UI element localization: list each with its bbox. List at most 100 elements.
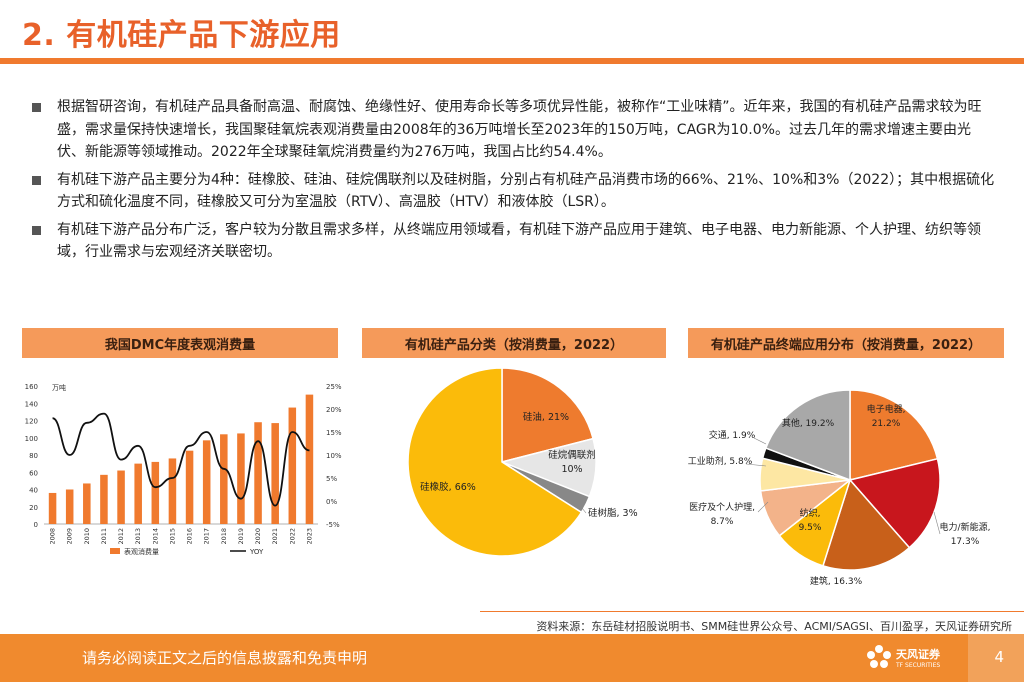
y2-tick-label: 15%	[326, 429, 342, 437]
logo-text-cn: 天风证券	[896, 647, 940, 661]
bullet-list: 根据智研咨询，有机硅产品具备耐高温、耐腐蚀、绝缘性好、使用寿命长等多项优异性能，…	[28, 96, 996, 269]
bullet-item: 有机硅下游产品主要分为4种：硅橡胶、硅油、硅烷偶联剂以及硅树脂，分别占有机硅产品…	[28, 169, 996, 214]
bar	[202, 440, 211, 524]
leader-line	[933, 511, 941, 535]
source-note: 资料来源：东岳硅材招股说明书、SMM硅世界公众号、ACMI/SAGSI、百川盈孚…	[536, 620, 1012, 633]
slice-label: 电子电器,	[867, 403, 906, 415]
x-tick-label: 2022	[288, 528, 296, 545]
y2-tick-label: 25%	[326, 383, 342, 391]
logo-text-en: TF SECURITIES	[896, 661, 941, 669]
bar	[254, 422, 262, 524]
yoy-line	[52, 412, 310, 507]
y2-tick-label: -5%	[326, 521, 340, 529]
slice-label: 交通, 1.9%	[709, 429, 756, 441]
pie-slice	[848, 457, 941, 549]
bar	[185, 450, 194, 524]
y-tick-label: 80	[29, 452, 38, 460]
legend-bar-swatch	[110, 548, 120, 554]
panel-title-dmc: 我国DMC年度表观消费量	[22, 328, 338, 358]
bar	[134, 463, 142, 524]
x-tick-label: 2011	[100, 528, 108, 545]
unit-label: 万吨	[52, 383, 66, 392]
y-tick-label: 140	[25, 400, 38, 408]
bar	[65, 489, 74, 524]
y2-tick-label: 20%	[326, 406, 342, 414]
x-tick-label: 2021	[271, 528, 279, 545]
page-title: 2. 有机硅产品下游应用	[22, 18, 341, 53]
bar	[83, 483, 91, 524]
bar	[48, 492, 57, 524]
pie-slice	[822, 478, 911, 571]
slice-label: 医疗及个人护理,	[689, 501, 755, 513]
leader-line	[753, 437, 767, 445]
bar	[100, 474, 108, 524]
bullet-square-icon	[32, 175, 41, 185]
slice-label: 工业助剂, 5.8%	[688, 455, 753, 467]
company-logo: 天风证券 TF SECURITIES	[866, 644, 940, 670]
bar	[237, 433, 245, 524]
leader-line	[757, 501, 769, 513]
slice-label: 纺织,	[800, 507, 821, 519]
x-tick-label: 2015	[168, 528, 176, 545]
slice-label: 21.2%	[872, 419, 901, 429]
y2-tick-label: 10%	[326, 452, 342, 460]
slice-label: 硅烷偶联剂	[548, 449, 596, 461]
x-tick-label: 2018	[220, 528, 228, 545]
y2-tick-label: 5%	[326, 475, 337, 483]
page-number: 4	[994, 648, 1004, 666]
legend-line-label: YOY	[249, 548, 264, 556]
pie-slice	[764, 389, 851, 482]
leader-line	[745, 463, 767, 467]
x-tick-label: 2019	[237, 528, 245, 545]
x-tick-label: 2017	[203, 528, 211, 545]
bullet-item: 根据智研咨询，有机硅产品具备耐高温、耐腐蚀、绝缘性好、使用寿命长等多项优异性能，…	[28, 96, 996, 164]
bar	[151, 461, 160, 524]
footer-bar: 请务必阅读正文之后的信息披露和免责申明 天风证券 TF SECURITIES 4	[0, 634, 1024, 682]
slice-label: 硅树脂, 3%	[588, 507, 638, 519]
pie-slice	[501, 367, 594, 463]
bar	[117, 470, 125, 524]
bullet-square-icon	[32, 103, 41, 112]
bullet-text: 有机硅下游产品主要分为4种：硅橡胶、硅油、硅烷偶联剂以及硅树脂，分别占有机硅产品…	[57, 171, 995, 211]
bar	[288, 407, 297, 524]
x-tick-label: 2023	[305, 528, 313, 545]
dmc-consumption-chart: 0 20 40 60 80 100 120 140 160 -5% 0% 5% 10% 15% 20% 25%…	[25, 383, 342, 556]
y-tick-label: 120	[25, 418, 38, 426]
leader-line	[581, 507, 587, 514]
disclaimer-text[interactable]: 请务必阅读正文之后的信息披露和免责申明	[82, 649, 368, 667]
bullet-text: 根据智研咨询，有机硅产品具备耐高温、耐腐蚀、绝缘性好、使用寿命长等多项优异性能，…	[57, 99, 982, 160]
pie-slice	[849, 389, 939, 481]
x-tick-label: 2012	[117, 528, 125, 545]
slice-label: 硅油, 21%	[523, 411, 569, 423]
panel-title-product-split: 有机硅产品分类（按消费量，2022）	[362, 328, 666, 358]
source-divider	[480, 611, 1024, 612]
bullet-item: 有机硅下游产品分布广泛，客户较为分散且需求多样，从终端应用领域看，有机硅下游产品…	[28, 219, 996, 264]
x-tick-label: 2013	[134, 528, 142, 545]
y-tick-label: 60	[29, 469, 38, 477]
panel-title-end-use: 有机硅产品终端应用分布（按消费量，2022）	[688, 328, 1004, 358]
y2-tick-label: 0%	[326, 498, 337, 506]
y-tick-label: 100	[25, 435, 38, 443]
legend-bar-label: 表观消费量	[124, 547, 159, 556]
title-rule	[0, 58, 1024, 64]
y-tick-label: 40	[29, 487, 38, 495]
slice-label: 其他, 19.2%	[782, 417, 835, 429]
bar	[305, 394, 314, 524]
x-tick-label: 2010	[83, 528, 91, 545]
slice-label: 硅橡胶, 66%	[420, 481, 476, 493]
product-split-pie-chart: 硅油, 21% 硅烷偶联剂 10% 硅树脂, 3% 硅橡胶, 66%	[407, 367, 638, 557]
y-tick-label: 160	[25, 383, 38, 391]
x-tick-label: 2008	[49, 528, 57, 545]
y-tick-label: 20	[29, 504, 38, 512]
end-use-pie-chart: 电子电器, 21.2% 电力/新能源, 17.3% 建筑, 16.3% 纺织, 9.5% 医疗…	[688, 389, 990, 587]
slice-label: 17.3%	[951, 537, 980, 547]
x-tick-label: 2014	[151, 528, 159, 545]
bullet-text: 有机硅下游产品分布广泛，客户较为分散且需求多样，从终端应用领域看，有机硅下游产品…	[57, 221, 981, 261]
pie-slice	[407, 367, 583, 557]
slice-label: 8.7%	[711, 517, 734, 527]
y-tick-label: 0	[34, 521, 38, 529]
slice-label: 9.5%	[799, 523, 822, 533]
slice-label: 建筑, 16.3%	[810, 575, 863, 587]
bar	[168, 458, 177, 524]
bar	[220, 434, 228, 524]
